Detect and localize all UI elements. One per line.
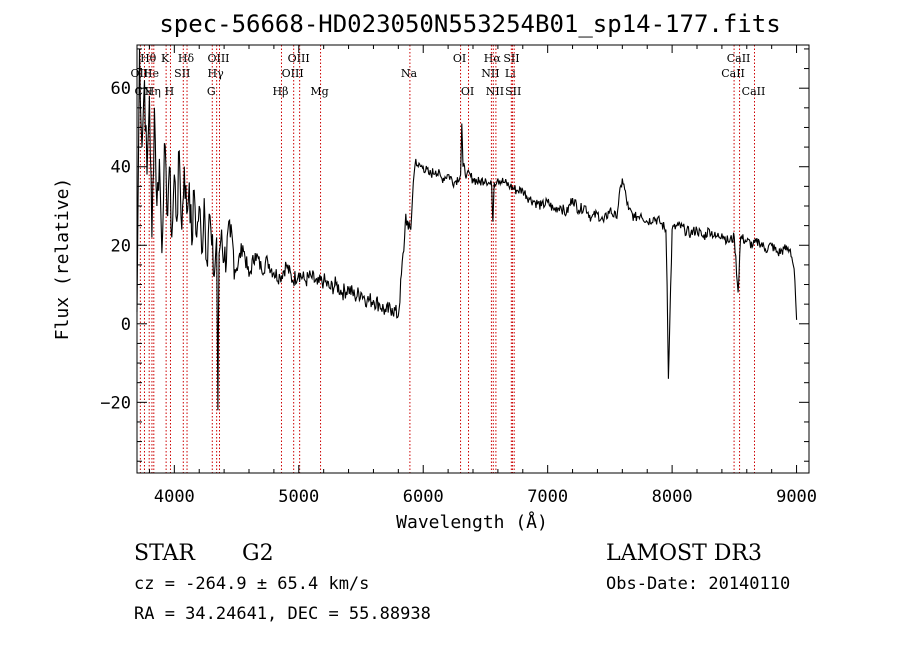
- object-subclass: G2: [242, 541, 274, 566]
- obs-date: Obs-Date: 20140110: [606, 574, 790, 594]
- y-tick-label-2: 20: [111, 236, 131, 256]
- line-label-14: OIII: [282, 67, 304, 80]
- line-label-25: CaII: [727, 52, 751, 65]
- line-label-13: OIII: [288, 52, 310, 65]
- line-label-6: H: [165, 85, 175, 98]
- line-label-5: K: [161, 52, 170, 65]
- line-label-19: Hα: [484, 52, 502, 65]
- x-tick-label-0: 4000: [154, 487, 195, 507]
- line-label-2: He: [143, 67, 159, 80]
- x-tick-label-5: 9000: [776, 487, 817, 507]
- object-class: STAR: [134, 541, 196, 566]
- y-tick-label-1: 0: [121, 315, 131, 335]
- line-label-4: Hη: [145, 85, 161, 98]
- line-label-11: G: [207, 85, 216, 98]
- x-tick-label-4: 8000: [652, 487, 693, 507]
- line-label-22: SII: [503, 52, 519, 65]
- series-flux: [136, 48, 798, 411]
- axis-ticks: 4000 5000 6000 7000 8000 9000 −20 0 20 40 60: [100, 45, 817, 507]
- line-label-23: Li: [505, 67, 516, 80]
- y-axis-label: Flux (relative): [52, 178, 73, 341]
- x-tick-label-2: 6000: [403, 487, 444, 507]
- line-label-24: SII: [505, 85, 521, 98]
- x-tick-label-3: 7000: [527, 487, 568, 507]
- line-label-17: OI: [453, 52, 466, 65]
- x-axis-label: Wavelength (Å): [396, 511, 548, 533]
- line-label-12: Hβ: [273, 85, 289, 98]
- y-tick-label-0: −20: [100, 393, 131, 413]
- plot-frame: [136, 44, 810, 474]
- line-label-16: Na: [401, 67, 418, 80]
- line-label-10: Hγ: [208, 67, 225, 80]
- y-tick-label-4: 60: [111, 79, 131, 99]
- line-label-26: CaII: [721, 67, 745, 80]
- line-label-8: Hδ: [178, 52, 195, 65]
- series-group: [136, 48, 798, 411]
- survey-name: LAMOST DR3: [606, 541, 762, 566]
- chart-title: spec-56668-HD023050N553254B01_sp14-177.f…: [159, 10, 780, 38]
- line-label-27: CaII: [742, 85, 766, 98]
- line-label-9: OIII: [207, 52, 229, 65]
- x-tick-label-1: 5000: [278, 487, 319, 507]
- line-label-21: NII: [486, 85, 504, 98]
- ra-dec: RA = 34.24641, DEC = 55.88938: [134, 604, 431, 624]
- line-label-20: NII: [481, 67, 499, 80]
- line-label-7: SII: [174, 67, 190, 80]
- line-label-18: OI: [461, 85, 474, 98]
- line-label-0: Hθ: [140, 52, 157, 65]
- redshift-cz: cz = -264.9 ± 65.4 km/s: [134, 574, 369, 594]
- line-label-15: Mg: [310, 85, 328, 98]
- y-tick-label-3: 40: [111, 158, 131, 178]
